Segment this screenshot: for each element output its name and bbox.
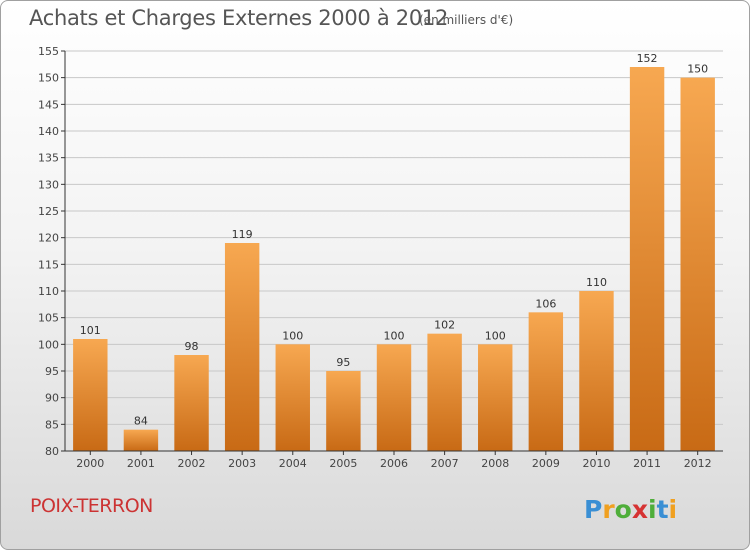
y-tick-label: 115	[38, 258, 59, 271]
bar-value-label: 152	[637, 52, 658, 65]
x-tick-label: 2011	[633, 457, 661, 470]
x-tick-label: 2001	[127, 457, 155, 470]
y-tick-label: 140	[38, 125, 59, 138]
y-tick-label: 105	[38, 312, 59, 325]
bar-value-label: 110	[586, 276, 607, 289]
x-tick-label: 2010	[582, 457, 610, 470]
bar-value-label: 101	[80, 324, 101, 337]
svg-text:Proxiti: Proxiti	[584, 495, 677, 524]
bar-2010	[579, 291, 614, 451]
bar-2009	[528, 312, 564, 451]
bar-value-label: 106	[535, 297, 556, 310]
bar-value-label: 102	[434, 319, 455, 332]
bar-value-label: 119	[232, 228, 253, 241]
bar-2002	[174, 355, 209, 451]
city-name: POIX-TERRON	[30, 495, 153, 517]
proxiti-logo[interactable]: Proxiti	[584, 492, 694, 526]
x-tick-label: 2009	[532, 457, 560, 470]
bar-value-label: 95	[336, 356, 350, 369]
bar-2006	[376, 344, 412, 451]
y-tick-label: 130	[38, 178, 59, 191]
x-tick-label: 2002	[178, 457, 206, 470]
bar-value-label: 100	[384, 329, 405, 342]
bar-value-label: 100	[485, 329, 506, 342]
y-tick-label: 80	[45, 445, 59, 458]
y-tick-label: 155	[38, 45, 59, 58]
bar-value-label: 100	[282, 329, 303, 342]
x-tick-label: 2005	[329, 457, 357, 470]
y-tick-label: 90	[45, 392, 59, 405]
bar-2011	[629, 67, 665, 451]
x-tick-label: 2003	[228, 457, 256, 470]
y-tick-label: 110	[38, 285, 59, 298]
bar-value-label: 150	[687, 63, 708, 76]
bar-2004	[275, 344, 310, 451]
bar-2007	[427, 333, 462, 451]
bar-2005	[326, 371, 361, 451]
y-tick-label: 120	[38, 232, 59, 245]
x-tick-label: 2006	[380, 457, 408, 470]
chart-title: Achats et Charges Externes 2000 à 2012	[29, 6, 449, 30]
x-tick-label: 2008	[481, 457, 509, 470]
bar-2012	[680, 77, 715, 452]
y-tick-label: 135	[38, 152, 59, 165]
bar-value-label: 98	[185, 340, 199, 353]
y-tick-label: 145	[38, 98, 59, 111]
bars: 101 84 98 119 100 95 100 102 100 106 110 152 150	[73, 52, 715, 452]
x-tick-label: 2012	[684, 457, 712, 470]
x-tick-label: 2004	[279, 457, 307, 470]
bar-2001	[123, 429, 159, 451]
x-tick-label: 2000	[76, 457, 104, 470]
y-tick-label: 85	[45, 418, 59, 431]
chart-subtitle: (en milliers d'€)	[419, 13, 514, 27]
y-tick-label: 100	[38, 338, 59, 351]
bar-2003	[224, 243, 260, 451]
y-tick-label: 125	[38, 205, 59, 218]
axes: 80 85 90 95 100 105 110 115 120 125 130 135 140 145 15…	[38, 45, 723, 470]
y-tick-label: 150	[38, 72, 59, 85]
x-tick-label: 2007	[431, 457, 459, 470]
bar-2008	[478, 344, 513, 451]
bar-2000	[73, 339, 108, 451]
y-tick-label: 95	[45, 365, 59, 378]
bar-value-label: 84	[134, 415, 148, 428]
